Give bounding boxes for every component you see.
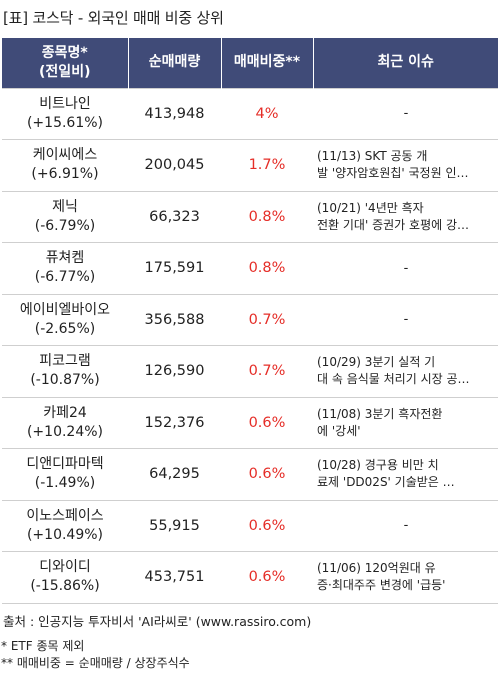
recent-issue-line1: -: [403, 106, 409, 122]
price-change: (-6.77%): [34, 269, 96, 286]
net-volume: 200,045: [128, 139, 221, 192]
trade-ratio: 0.7%: [221, 294, 313, 346]
stock-name: 피코그램: [39, 353, 91, 370]
stock-name-cell: 퓨쳐켐 (-6.77%): [2, 242, 128, 295]
net-volume: 66,323: [128, 191, 221, 243]
net-volume: 126,590: [128, 345, 221, 398]
stock-name: 이노스페이스: [26, 507, 104, 524]
stock-name: 에이비엘바이오: [19, 301, 111, 318]
trade-ratio: 0.8%: [221, 242, 313, 295]
price-change: (-6.79%): [34, 217, 96, 234]
net-volume: 413,948: [128, 87, 221, 140]
stock-name-cell: 카페24 (+10.24%): [2, 397, 128, 449]
table-row: 이노스페이스 (+10.49%) 55,915 0.6% -: [2, 500, 498, 552]
footnote-etf: * ETF 종목 제외: [1, 639, 85, 653]
trade-ratio: 0.6%: [221, 500, 313, 552]
recent-issue: -: [313, 294, 498, 346]
recent-issue-line1: (11/06) 120억원대 유: [317, 561, 436, 576]
recent-issue-line1: (10/28) 경구용 비만 치: [317, 458, 439, 473]
trade-ratio: 0.6%: [221, 397, 313, 449]
net-volume: 356,588: [128, 294, 221, 346]
table-row: 피코그램 (-10.87%) 126,590 0.7% (10/29) 3분기 실적 기…: [2, 345, 498, 398]
net-volume: 453,751: [128, 551, 221, 604]
trade-ratio: 4%: [221, 87, 313, 140]
price-change: (-2.65%): [34, 320, 96, 337]
trade-ratio: 0.7%: [221, 345, 313, 398]
recent-issue-line1: (10/21) '4년만 흑자: [317, 200, 424, 215]
net-volume: 175,591: [128, 242, 221, 295]
table-row: 디와이디 (-15.86%) 453,751 0.6% (11/06) 120억원대 유…: [2, 551, 498, 604]
recent-issue-line2: 대 속 음식물 처리기 시장 공…: [317, 372, 470, 387]
stock-name-cell: 이노스페이스 (+10.49%): [2, 500, 128, 552]
page-title: [표] 코스닥 - 외국인 매매 비중 상위: [3, 9, 224, 27]
price-change: (-15.86%): [30, 578, 100, 595]
table-row: 디앤디파마텍 (-1.49%) 64,295 0.6% (10/28) 경구용 비만 치…: [2, 448, 498, 501]
price-change: (+6.91%): [31, 166, 99, 183]
header-stock-name-line2: (전일비): [39, 63, 91, 80]
price-change: (+15.61%): [26, 114, 104, 131]
net-volume: 55,915: [128, 500, 221, 552]
recent-issue-line1: -: [403, 260, 409, 276]
header-recent-issue: 최근 이슈: [313, 38, 498, 88]
price-change: (+10.24%): [26, 423, 104, 440]
recent-issue-line2: 전환 기대' 증권가 호평에 강…: [317, 217, 469, 232]
recent-issue-line1: -: [403, 312, 409, 328]
trade-ratio: 1.7%: [221, 139, 313, 192]
table-row: 제닉 (-6.79%) 66,323 0.8% (10/21) '4년만 흑자 전환 기대…: [2, 191, 498, 243]
recent-issue-line1: (11/08) 3분기 흑자전환: [317, 406, 443, 421]
stock-name-cell: 케이씨에스 (+6.91%): [2, 139, 128, 192]
recent-issue: -: [313, 87, 498, 140]
source-note: 출처 : 인공지능 투자비서 'AI라씨로' (www.rassiro.com): [3, 614, 312, 629]
header-net-volume: 순매매량: [128, 38, 222, 88]
footnote-ratio-formula: ** 매매비중 = 순매매량 / 상장주식수: [1, 656, 190, 670]
price-change: (-1.49%): [34, 475, 96, 492]
stock-name-cell: 디와이디 (-15.86%): [2, 551, 128, 604]
recent-issue-line2: 에 '강세': [317, 423, 361, 438]
recent-issue-line1: (10/29) 3분기 실적 기: [317, 355, 436, 370]
stock-name: 디와이디: [39, 559, 91, 576]
price-change: (-10.87%): [30, 372, 100, 389]
foreign-trading-table: 종목명* (전일비) 순매매량 매매비중** 최근 이슈 비트나인 (+15.61…: [2, 38, 498, 604]
stock-name: 퓨쳐켐: [45, 250, 85, 267]
stock-name-cell: 제닉 (-6.79%): [2, 191, 128, 243]
header-stock-name-line1: 종목명*: [41, 44, 88, 61]
net-volume: 152,376: [128, 397, 221, 449]
stock-name-cell: 비트나인 (+15.61%): [2, 87, 128, 140]
stock-name: 케이씨에스: [32, 147, 98, 164]
stock-name: 제닉: [52, 198, 78, 215]
stock-name-cell: 디앤디파마텍 (-1.49%): [2, 448, 128, 501]
table-row: 케이씨에스 (+6.91%) 200,045 1.7% (11/13) SKT 공동 개…: [2, 139, 498, 192]
recent-issue-line2: 발 '양자암호원칩' 국정원 인…: [317, 166, 469, 181]
stock-name: 카페24: [43, 404, 87, 421]
recent-issue: -: [313, 500, 498, 552]
table-row: 에이비엘바이오 (-2.65%) 356,588 0.7% -: [2, 294, 498, 346]
recent-issue-line1: -: [403, 518, 409, 534]
recent-issue: -: [313, 242, 498, 295]
stock-name: 비트나인: [39, 95, 91, 112]
price-change: (+10.49%): [26, 526, 104, 543]
header-stock-name: 종목명* (전일비): [2, 38, 129, 88]
header-trade-ratio: 매매비중**: [221, 38, 314, 88]
trade-ratio: 0.8%: [221, 191, 313, 243]
net-volume: 64,295: [128, 448, 221, 501]
recent-issue-line2: 증·최대주주 변경에 '급등': [317, 578, 446, 593]
table-body: 비트나인 (+15.61%) 413,948 4% - 케이씨에스 (+6.91%) 200,…: [2, 87, 498, 604]
stock-name: 디앤디파마텍: [26, 456, 104, 473]
table-row: 카페24 (+10.24%) 152,376 0.6% (11/08) 3분기 흑자전환…: [2, 397, 498, 449]
stock-name-cell: 에이비엘바이오 (-2.65%): [2, 294, 128, 346]
recent-issue-line2: 료제 'DD02S' 기술받은 …: [317, 475, 455, 490]
trade-ratio: 0.6%: [221, 448, 313, 501]
table-header-row: 종목명* (전일비) 순매매량 매매비중** 최근 이슈: [2, 38, 498, 88]
stock-name-cell: 피코그램 (-10.87%): [2, 345, 128, 398]
recent-issue-line1: (11/13) SKT 공동 개: [317, 149, 428, 164]
trade-ratio: 0.6%: [221, 551, 313, 604]
table-row: 비트나인 (+15.61%) 413,948 4% -: [2, 87, 498, 140]
table-row: 퓨쳐켐 (-6.77%) 175,591 0.8% -: [2, 242, 498, 295]
